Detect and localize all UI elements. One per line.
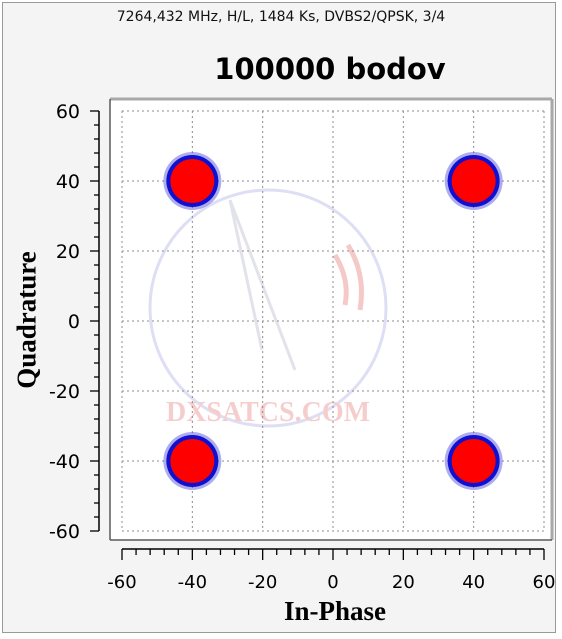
constellation-point: [170, 159, 215, 203]
x-tick-label: -20: [248, 572, 277, 593]
y-tick-label: 0: [68, 311, 80, 333]
chart-title: 100000 bodov: [214, 52, 446, 86]
watermark-signal-icon: [332, 243, 364, 311]
watermark: DXSATCS.COM: [148, 188, 388, 428]
constellation-point: [451, 159, 496, 203]
watermark-ring: [148, 188, 388, 428]
x-tick-label: 20: [392, 572, 415, 593]
x-tick-label: 40: [462, 572, 485, 593]
x-tick-label: 60: [533, 572, 556, 593]
y-tick-label: -60: [49, 521, 80, 543]
constellation-point: [451, 439, 496, 483]
x-axis-label: In-Phase: [283, 596, 386, 626]
y-tick-label: 60: [56, 101, 80, 123]
y-tick-label: -20: [49, 381, 80, 403]
x-tick-label: -60: [107, 572, 136, 593]
chart-subtitle: 7264,432 MHz, H/L, 1484 Ks, DVBS2/QPSK, …: [116, 9, 446, 25]
y-tick-label: 40: [56, 171, 80, 193]
constellation-point: [170, 439, 215, 483]
y-tick-label: 20: [56, 241, 80, 263]
x-tick-label: 0: [327, 572, 338, 593]
watermark-dish-icon: [228, 199, 297, 371]
y-tick-label: -40: [49, 451, 80, 473]
x-tick-label: -40: [178, 572, 207, 593]
watermark-text: DXSATCS.COM: [166, 397, 370, 428]
